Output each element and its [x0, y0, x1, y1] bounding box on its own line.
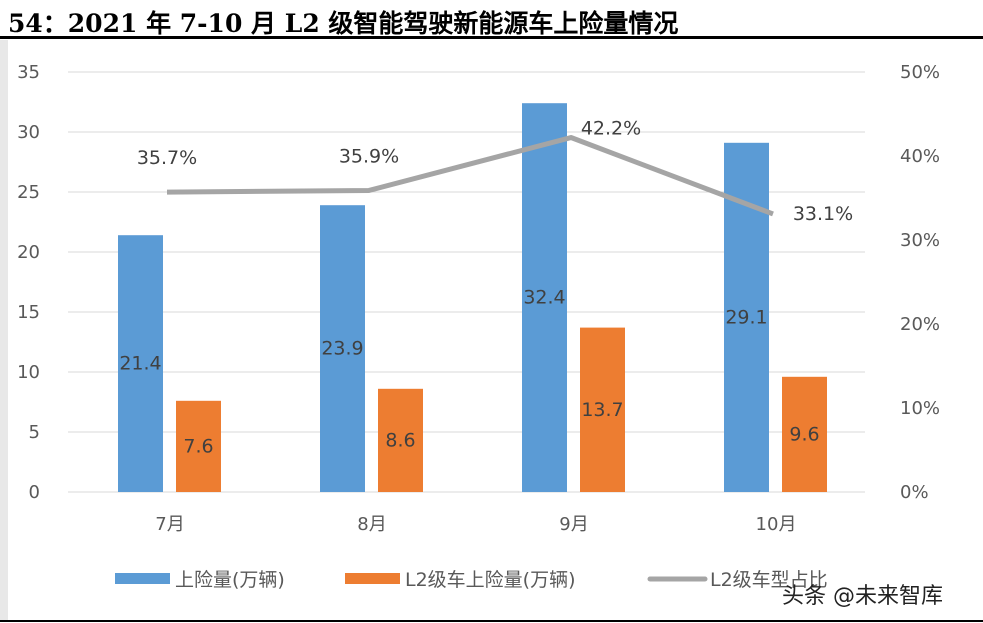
data-label-l2: 8.6 [385, 429, 415, 451]
right-tick-label: 10% [900, 398, 940, 419]
bar-total [118, 235, 163, 492]
watermark: 头条 @未来智库 [782, 584, 943, 609]
chart-title: 54：2021 年 7-10 月 L2 级智能驾驶新能源车上险量情况 [8, 9, 679, 38]
data-label-total: 29.1 [725, 306, 767, 328]
data-label-share: 35.7% [137, 147, 197, 169]
bottom-divider [0, 620, 983, 622]
right-tick-label: 50% [900, 62, 940, 83]
right-tick-label: 0% [900, 482, 929, 503]
right-tick-label: 20% [900, 314, 940, 335]
bar-total [320, 205, 365, 492]
x-tick-label: 10月 [756, 514, 797, 535]
bar-l2 [782, 376, 827, 492]
left-tick-label: 35 [17, 62, 40, 83]
data-label-share: 35.9% [339, 145, 399, 167]
right-tick-label: 40% [900, 146, 940, 167]
bar-total [522, 103, 567, 492]
legend-label-l2: L2级车上险量(万辆) [405, 569, 576, 591]
title-divider [0, 36, 983, 39]
data-label-l2: 9.6 [789, 423, 819, 445]
legend-swatch-l2 [345, 573, 400, 584]
left-tick-label: 15 [17, 302, 40, 323]
left-tick-label: 25 [17, 182, 40, 203]
bar-l2 [176, 400, 221, 492]
bar-l2 [378, 388, 423, 492]
data-label-total: 21.4 [119, 353, 161, 375]
data-label-share: 33.1% [793, 203, 853, 225]
legend-label-total: 上险量(万辆) [175, 569, 285, 591]
legend-swatch-total [115, 573, 170, 584]
line-share [166, 135, 774, 217]
data-label-l2: 7.6 [183, 435, 213, 457]
bar-l2 [580, 327, 625, 492]
bar-total [724, 142, 769, 493]
data-label-total: 23.9 [321, 338, 363, 360]
left-tick-label: 5 [29, 422, 40, 443]
legend-label-share: L2级车型占比 [710, 569, 828, 591]
data-label-total: 32.4 [523, 287, 565, 309]
x-tick-label: 7月 [155, 514, 184, 535]
x-tick-label: 9月 [559, 514, 588, 535]
x-tick-label: 8月 [357, 514, 386, 535]
left-tick-label: 30 [17, 122, 40, 143]
right-tick-label: 30% [900, 230, 940, 251]
data-label-share: 42.2% [581, 118, 641, 140]
page-edge [0, 40, 8, 620]
left-tick-label: 10 [17, 362, 40, 383]
data-label-l2: 13.7 [581, 399, 623, 421]
left-tick-label: 20 [17, 242, 40, 263]
left-tick-label: 0 [29, 482, 40, 503]
